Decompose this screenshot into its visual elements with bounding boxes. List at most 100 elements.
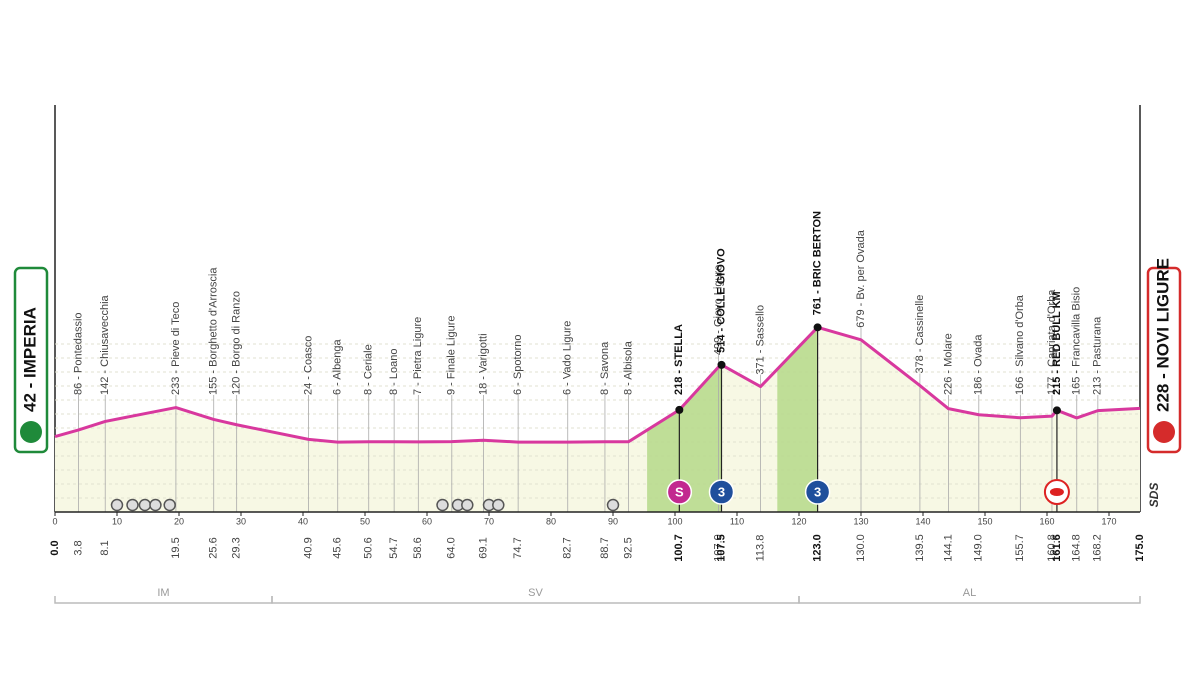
x-tick-label: 40 (298, 516, 308, 526)
waypoint-label: 165 - Francavilla Bisio (1071, 287, 1083, 395)
waypoint-label: 514 - COLLE GIOVO (715, 248, 727, 353)
waypoint-label: 177 - Capriata d'Orba (1046, 289, 1058, 395)
profile-line (54, 325, 1141, 444)
waypoint-label: 8 - Savona (599, 341, 611, 395)
waypoint-label: 8 - Loano (388, 349, 400, 395)
x-tick-label: 120 (791, 516, 806, 526)
waypoint-label: 86 - Pontedassio (72, 312, 84, 395)
climb-area (777, 327, 818, 512)
x-tick-label: 110 (730, 516, 744, 526)
km-label: 123.0 (812, 534, 824, 562)
badge-label: 3 (718, 484, 725, 499)
icon (126, 498, 139, 512)
key-point-dot (717, 360, 726, 369)
waypoint-label: 186 - Ovada (973, 334, 985, 395)
endpoint-box (1146, 266, 1182, 454)
km-label: 45.6 (332, 537, 344, 558)
km-label: 155.7 (1014, 534, 1026, 562)
waypoint-label: 9 - Finale Ligure (446, 316, 458, 396)
waypoint-label: 8 - Albisola (622, 340, 634, 395)
waypoint-label: 166 - Silvano d'Orba (1014, 294, 1026, 395)
badge (666, 479, 693, 505)
km-label: 64.0 (446, 537, 458, 558)
x-tick-label: 0 (52, 516, 57, 526)
region-label: IM (157, 587, 169, 599)
x-tick-label: 20 (174, 516, 184, 526)
km-label: 149.0 (973, 534, 985, 562)
x-tick-label: 140 (915, 516, 930, 526)
km-label: 92.5 (622, 537, 634, 558)
x-tick-label: 50 (360, 516, 370, 526)
icon (606, 498, 620, 512)
km-label: 107.0 (712, 534, 724, 562)
key-point-dot (1052, 406, 1061, 415)
x-tick-label: 100 (667, 516, 682, 526)
x-tick-label: 60 (422, 516, 432, 526)
x-tick-label: 30 (236, 516, 246, 526)
km-label: 160.8 (1046, 534, 1058, 562)
icon (163, 498, 176, 512)
icon (492, 498, 505, 512)
badge (804, 479, 831, 505)
km-label: 3.8 (72, 540, 84, 555)
km-label: 50.6 (363, 537, 375, 558)
x-tick-label: 160 (1039, 516, 1054, 526)
endpoint-label: 228 - NOVI LIGURE (1153, 258, 1172, 412)
icon (110, 498, 124, 512)
waypoint-label: 24 - Coasco (302, 336, 314, 395)
km-label: 130.0 (855, 534, 867, 562)
km-label: 8.1 (99, 540, 111, 555)
km-label: 29.3 (231, 537, 243, 558)
x-tick-label: 170 (1101, 516, 1116, 526)
km-label: 54.7 (388, 537, 400, 558)
waypoint-label: 7 - Pietra Ligure (412, 317, 424, 395)
climb-area (647, 364, 722, 512)
km-label: 58.6 (412, 537, 424, 558)
badge-label: S (675, 484, 684, 499)
endpoint-box (13, 266, 49, 454)
badge (708, 479, 735, 505)
km-label: 74.7 (512, 537, 524, 558)
region-label: SV (528, 587, 543, 599)
x-tick-label: 70 (484, 516, 494, 526)
waypoint-label: 499 - Giovo Ligure (712, 265, 724, 356)
km-label: 100.7 (673, 534, 685, 562)
x-tick-label: 130 (853, 516, 868, 526)
km-label: 113.8 (754, 535, 766, 562)
waypoint-label: 120 - Borgo di Ranzo (231, 291, 243, 395)
key-point-dot (675, 405, 684, 414)
waypoint-label: 213 - Pasturana (1092, 316, 1104, 395)
km-label: 82.7 (562, 537, 574, 558)
endpoint-icon (20, 421, 42, 443)
x-tick-label: 10 (112, 516, 122, 526)
x-tick-label: 150 (977, 516, 992, 526)
waypoint-label: 233 - Pieve di Teco (170, 302, 182, 395)
waypoint-label: 18 - Varigotti (477, 333, 489, 395)
key-point-dot (813, 323, 822, 332)
waypoint-label: 226 - Molare (942, 333, 954, 395)
km-label: 40.9 (302, 537, 314, 558)
endpoint-label: 42 - IMPERIA (20, 307, 39, 412)
badge-label: 3 (814, 484, 821, 499)
km-label: 168.2 (1092, 534, 1104, 562)
waypoint-label: 761 - BRIC BERTON (812, 211, 824, 315)
region-label: AL (963, 587, 976, 599)
x-tick-label: 80 (546, 516, 556, 526)
waypoint-label: 218 - STELLA (673, 324, 685, 395)
km-label: 25.6 (208, 537, 220, 558)
waypoint-label: 8 - Ceriale (363, 344, 375, 395)
waypoint-label: 371 - Sassello (754, 305, 766, 375)
waypoint-label: 378 - Cassinelle (914, 295, 926, 374)
sponsor-icon (1049, 488, 1064, 496)
km-label: 0.0 (49, 540, 61, 555)
profile-area (55, 327, 1140, 512)
waypoint-label: 215 - RED BULL KM (1051, 291, 1063, 395)
km-label: 69.1 (477, 537, 489, 558)
waypoint-label: 6 - Spotorno (512, 334, 524, 395)
icon (461, 498, 474, 512)
endpoint-icon (1153, 421, 1175, 443)
km-label: 164.8 (1071, 534, 1083, 562)
waypoint-label: 6 - Albenga (332, 338, 344, 395)
km-label: 19.5 (170, 537, 182, 558)
